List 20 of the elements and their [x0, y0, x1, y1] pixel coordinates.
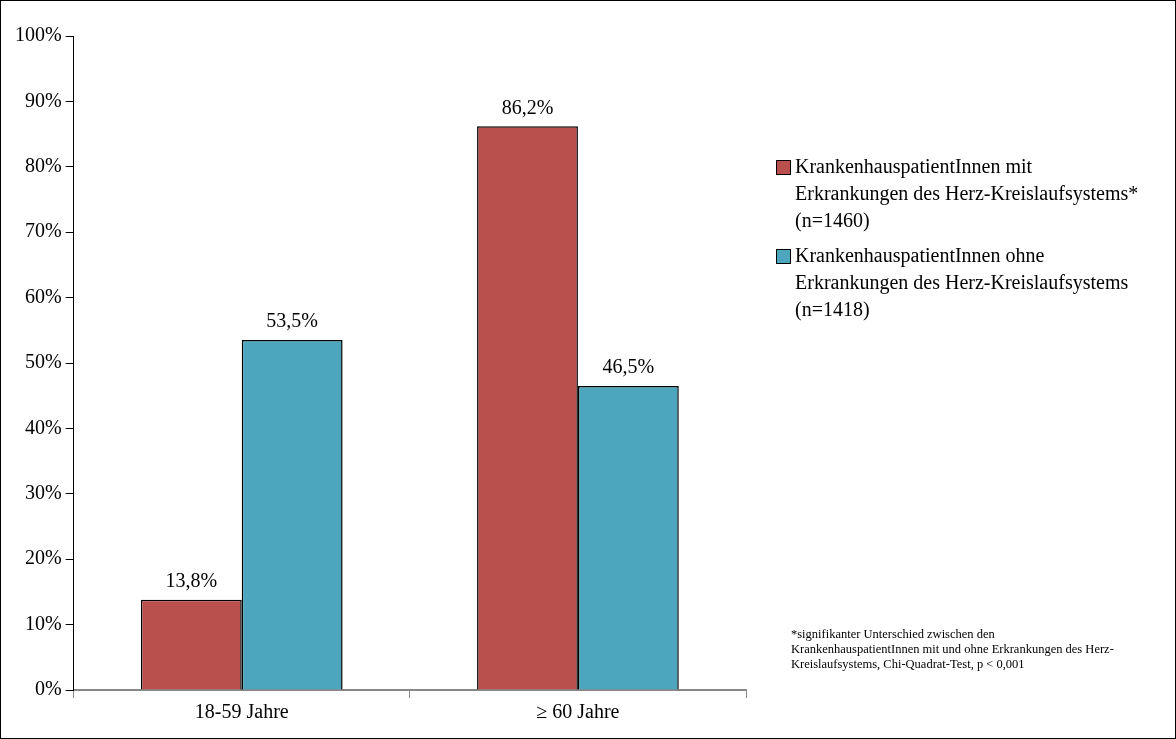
y-tick-label: 100%	[14, 23, 62, 46]
y-tick-label: 70%	[24, 219, 62, 242]
y-tick-label: 20%	[24, 546, 62, 569]
y-tick-label: 10%	[24, 611, 62, 634]
y-tick-label: 50%	[24, 350, 62, 373]
x-tick-label: ≥ 60 Jahre	[536, 700, 620, 723]
y-tick-label: 0%	[34, 677, 62, 700]
text: *signifikanter Unterschied zwischen den KrankenhauspatientInnen mit und ohne Erkrankungen des Herz-Kreislaufsystems, Chi-Quadrat-Test, p < 0,001	[791, 627, 1115, 672]
data-label: 46,5%	[602, 355, 655, 378]
y-tick-label: 80%	[24, 154, 62, 177]
y-tick-label: 40%	[24, 415, 62, 438]
y-tick-label: 60%	[24, 284, 62, 307]
legend-label: KrankenhauspatientInnen mit Erkrankungen des Herz-Kreislaufsystems* (n=1460)	[795, 154, 1140, 234]
data-label: 53,5%	[266, 309, 319, 332]
y-tick-label: 90%	[24, 88, 62, 111]
legend-label: KrankenhauspatientInnen ohne Erkrankungen des Herz-Kreislaufsystems (n=1418)	[795, 243, 1130, 323]
data-label: 13,8%	[165, 569, 218, 591]
data-label: 86,2%	[501, 95, 554, 118]
y-tick-label: 30%	[24, 481, 62, 504]
x-tick-label: 18-59 Jahre	[194, 700, 289, 723]
